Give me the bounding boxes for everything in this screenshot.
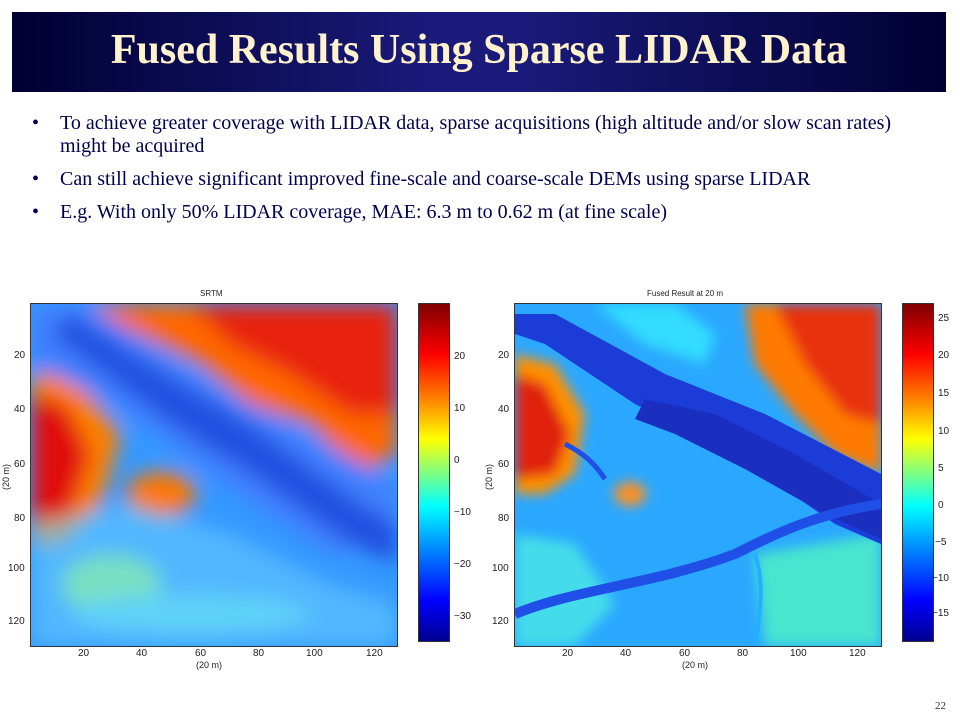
y-tick: 60: [14, 459, 26, 470]
x-tick: 120: [366, 648, 383, 659]
colorbar-tick: 20: [454, 351, 466, 362]
colorbar-tick: 5: [938, 463, 944, 474]
x-tick: 40: [620, 648, 632, 659]
bullet-item: • E.g. With only 50% LIDAR coverage, MAE…: [30, 201, 930, 224]
bullet-text: To achieve greater coverage with LIDAR d…: [60, 112, 892, 157]
right-colorbar: [902, 303, 934, 642]
y-tick: 40: [14, 404, 26, 415]
y-tick: 120: [492, 616, 509, 627]
x-tick: 100: [306, 648, 323, 659]
bullet-list: • To achieve greater coverage with LIDAR…: [30, 112, 930, 234]
right-plot-title: Fused Result at 20 m: [647, 289, 724, 298]
y-tick: 100: [8, 563, 25, 574]
bullet-item: • To achieve greater coverage with LIDAR…: [30, 112, 930, 158]
colorbar-tick: −10: [454, 507, 471, 518]
x-tick: 100: [790, 648, 807, 659]
colorbar-tick: 25: [938, 313, 950, 324]
slide-title: Fused Results Using Sparse LIDAR Data: [110, 27, 848, 73]
bullet-icon: •: [32, 168, 40, 190]
x-tick: 80: [737, 648, 749, 659]
bullet-icon: •: [32, 112, 40, 134]
x-tick: 80: [253, 648, 265, 659]
x-axis-label: (20 m): [682, 660, 709, 670]
y-tick: 80: [498, 513, 510, 524]
y-tick: 100: [492, 563, 509, 574]
colorbar-tick: −5: [935, 537, 947, 548]
colorbar-tick: 15: [938, 388, 950, 399]
left-plot-title: SRTM: [200, 289, 223, 298]
title-bar: Fused Results Using Sparse LIDAR Data: [12, 12, 946, 92]
x-tick: 60: [679, 648, 691, 659]
colorbar-tick: −30: [454, 611, 471, 622]
right-heatmap: [514, 303, 882, 647]
y-tick: 120: [8, 616, 25, 627]
bullet-item: • Can still achieve significant improved…: [30, 168, 930, 191]
page-number: 22: [935, 700, 946, 712]
colorbar-tick: −20: [454, 559, 471, 570]
x-tick: 20: [78, 648, 90, 659]
x-axis-label: (20 m): [196, 660, 223, 670]
colorbar-tick: 10: [454, 403, 466, 414]
x-tick: 40: [136, 648, 148, 659]
colorbar-tick: −15: [932, 608, 949, 619]
y-tick: 60: [498, 459, 510, 470]
y-axis-label: (20 m): [1, 463, 11, 490]
y-axis-label: (20 m): [484, 463, 494, 490]
left-colorbar: [418, 303, 450, 642]
y-tick: 80: [14, 513, 26, 524]
y-tick: 20: [14, 350, 26, 361]
colorbar-tick: 20: [938, 350, 950, 361]
bullet-text: Can still achieve significant improved f…: [60, 168, 811, 190]
x-tick: 120: [849, 648, 866, 659]
y-tick: 40: [498, 404, 510, 415]
x-tick: 20: [562, 648, 574, 659]
bullet-text: E.g. With only 50% LIDAR coverage, MAE: …: [60, 201, 668, 223]
x-tick: 60: [195, 648, 207, 659]
y-tick: 20: [498, 350, 510, 361]
colorbar-tick: 0: [454, 455, 460, 466]
colorbar-tick: 10: [938, 426, 950, 437]
bullet-icon: •: [32, 201, 40, 223]
colorbar-tick: −10: [932, 573, 949, 584]
colorbar-tick: 0: [938, 500, 944, 511]
left-heatmap: [30, 303, 398, 647]
